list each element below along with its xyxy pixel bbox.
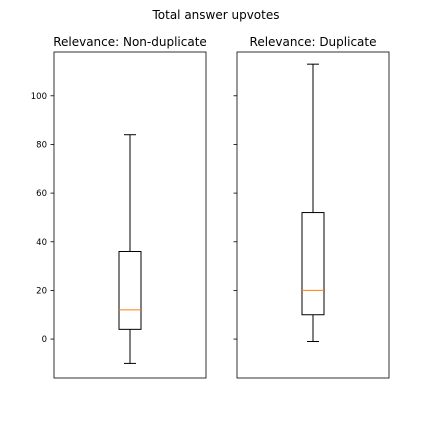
- panel-1: Relevance: Non-duplicate 0 20 40 60 80 100: [31, 35, 207, 379]
- panel-2: Relevance: Duplicate: [233, 35, 390, 379]
- panels: Relevance: Non-duplicate020406080100Rele…: [31, 35, 390, 379]
- y-tick-label: 0: [42, 335, 47, 345]
- chart-title: Total answer upvotes: [151, 8, 279, 22]
- y-tick-label: 80: [36, 140, 47, 150]
- panel-title: Relevance: Duplicate: [250, 35, 377, 49]
- y-tick-label: 40: [36, 238, 47, 248]
- y-tick-label: 60: [36, 189, 47, 199]
- panel-title: Relevance: Non-duplicate: [53, 35, 207, 49]
- axes-frame: [236, 51, 390, 379]
- axes-frame: [53, 51, 207, 379]
- iqr-box: [301, 212, 325, 316]
- y-tick-label: 100: [31, 92, 47, 102]
- iqr-box: [118, 250, 142, 330]
- y-tick-label: 20: [36, 286, 47, 296]
